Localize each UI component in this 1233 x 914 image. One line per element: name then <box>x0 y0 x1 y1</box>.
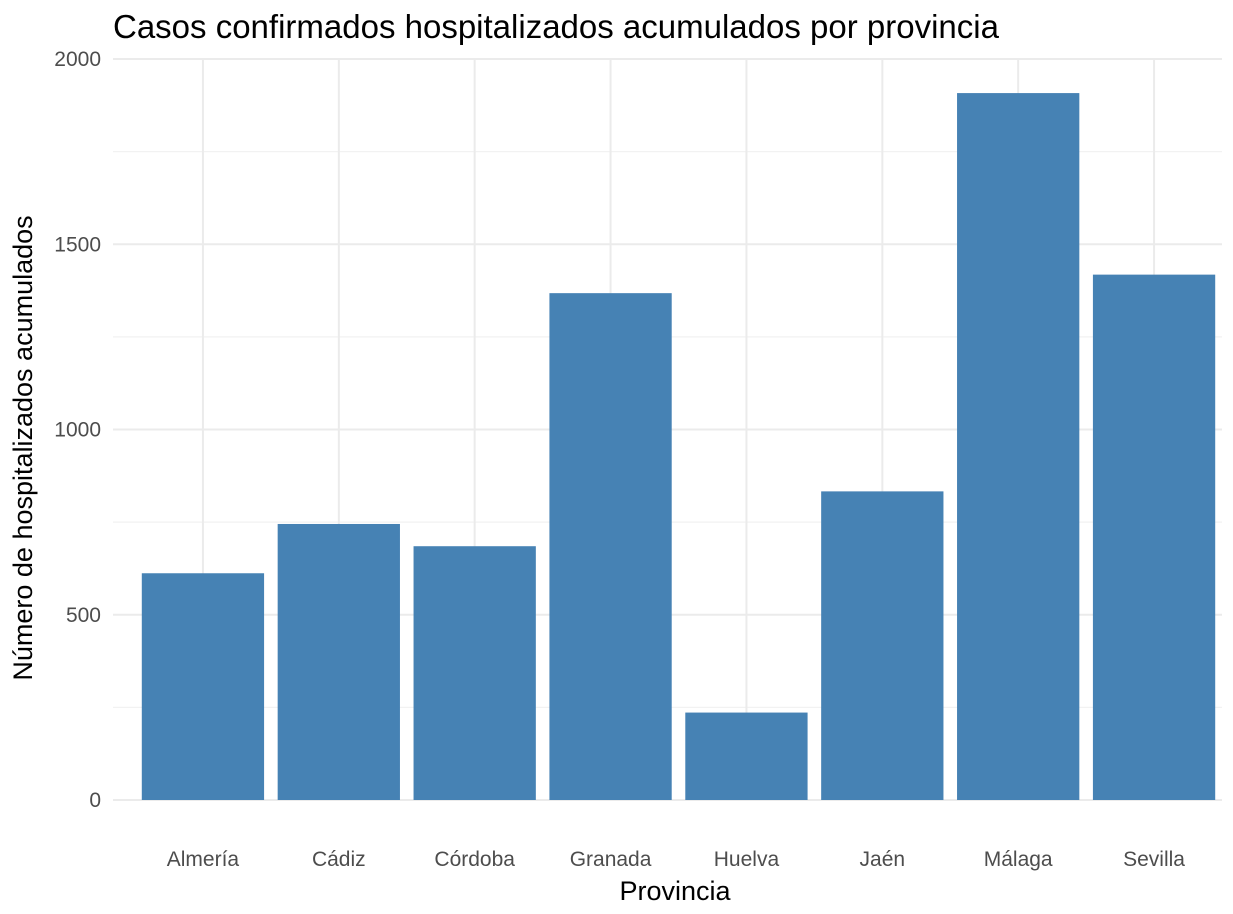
x-axis-title: Provincia <box>619 876 731 906</box>
y-axis-title: Número de hospitalizados acumulados <box>8 215 38 680</box>
y-tick-label: 0 <box>89 789 101 812</box>
x-axis-tick-labels: Almería Cádiz Córdoba Granada Huelva Jaén Mála… <box>167 848 1186 871</box>
bar <box>141 573 265 800</box>
bar <box>277 523 400 800</box>
bar <box>957 93 1080 800</box>
y-tick-label: 2000 <box>54 48 101 71</box>
x-tick-label: Cádiz <box>312 848 366 871</box>
x-tick-label: Jaén <box>860 848 906 871</box>
bar <box>685 712 808 800</box>
y-axis-tick-labels: 0 500 1000 1500 2000 <box>54 48 101 812</box>
bar <box>413 546 536 800</box>
x-tick-label: Granada <box>570 848 652 871</box>
bars-layer <box>141 93 1216 801</box>
bar <box>1092 274 1216 801</box>
x-tick-label: Sevilla <box>1123 848 1185 871</box>
x-tick-label: Málaga <box>984 848 1053 871</box>
bar <box>549 293 672 800</box>
y-tick-label: 500 <box>66 604 101 627</box>
bar <box>821 491 944 800</box>
y-tick-label: 1500 <box>54 233 101 256</box>
x-tick-label: Almería <box>167 848 240 871</box>
y-tick-label: 1000 <box>54 419 101 442</box>
x-tick-label: Córdoba <box>434 848 515 871</box>
chart-title: Casos confirmados hospitalizados acumula… <box>113 8 1000 45</box>
x-tick-label: Huelva <box>714 848 780 871</box>
